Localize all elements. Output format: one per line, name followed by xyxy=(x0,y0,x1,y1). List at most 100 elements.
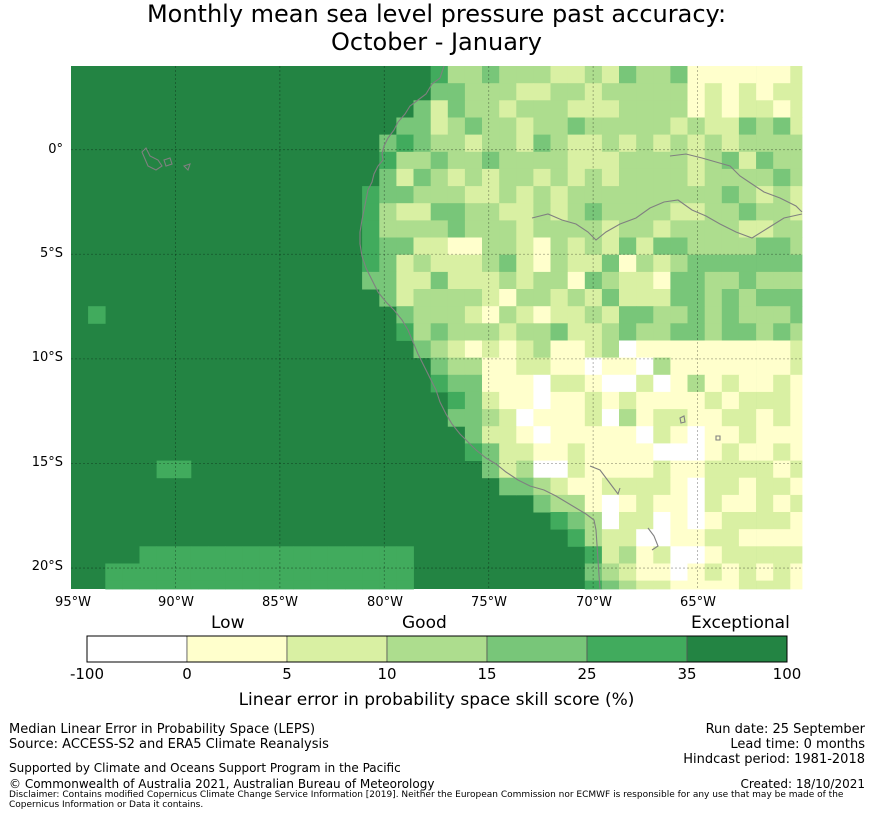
skill-cell xyxy=(773,512,791,530)
footer-method: Median Linear Error in Probability Space… xyxy=(9,722,316,737)
skill-cell xyxy=(704,220,723,238)
skill-cell xyxy=(704,168,723,187)
skill-cell xyxy=(687,477,705,496)
skill-cell xyxy=(310,563,329,582)
skill-cell xyxy=(738,151,757,170)
skill-cell xyxy=(396,289,414,307)
skill-cell xyxy=(601,340,620,359)
skill-cell xyxy=(122,580,140,590)
skill-cell xyxy=(601,494,620,513)
skill-cell xyxy=(636,306,654,324)
skill-cell xyxy=(601,289,620,307)
skill-cell xyxy=(653,580,671,590)
skill-cell xyxy=(687,426,705,444)
skill-cell xyxy=(396,134,414,153)
skill-cell xyxy=(619,529,637,547)
skill-cell xyxy=(601,323,620,341)
skill-cell xyxy=(773,254,791,273)
skill-cell xyxy=(499,168,517,187)
skill-cell xyxy=(482,374,500,393)
skill-cell xyxy=(653,203,671,221)
skill-cell xyxy=(464,289,483,307)
skill-cell xyxy=(499,100,517,118)
skill-cell xyxy=(584,306,603,324)
coastline-lake-titicaca xyxy=(589,465,621,496)
skill-cell xyxy=(619,289,637,307)
skill-cell xyxy=(670,580,688,590)
skill-cell xyxy=(721,443,740,461)
lat-label-10s: 10°S xyxy=(31,350,63,365)
skill-cell xyxy=(533,186,551,204)
skill-cell xyxy=(464,340,483,359)
skill-cell xyxy=(550,306,568,324)
skill-cell xyxy=(704,203,723,221)
skill-cell xyxy=(636,460,654,479)
skill-cell xyxy=(756,168,774,187)
skill-cell xyxy=(687,563,705,582)
skill-cell xyxy=(704,426,723,444)
lon-label-95w: 95°W xyxy=(55,595,91,610)
skill-cell xyxy=(516,186,534,204)
skill-cell xyxy=(670,512,688,530)
skill-cell xyxy=(721,323,740,341)
skill-cell xyxy=(636,529,654,547)
skill-cell xyxy=(704,391,723,410)
skill-cell xyxy=(567,477,586,496)
skill-cell xyxy=(619,100,637,118)
skill-cell xyxy=(601,151,620,170)
skill-cell xyxy=(516,117,534,136)
skill-cell xyxy=(636,409,654,427)
skill-cell xyxy=(550,477,568,496)
coastline-galapagos-santa-cruz xyxy=(163,157,173,167)
skill-cell xyxy=(276,580,294,590)
skill-cell xyxy=(362,237,380,256)
skill-cell xyxy=(601,134,620,153)
skill-cell xyxy=(379,580,397,590)
skill-cell xyxy=(533,271,551,290)
skill-cell xyxy=(379,237,397,256)
skill-cell xyxy=(293,546,312,564)
skill-cell xyxy=(533,443,551,461)
skill-cell xyxy=(499,66,517,84)
skill-cell xyxy=(533,374,551,393)
skill-cell xyxy=(464,117,483,136)
skill-cell xyxy=(396,546,414,564)
skill-cell xyxy=(619,220,637,238)
skill-cell xyxy=(790,563,803,582)
skill-cell xyxy=(687,151,705,170)
skill-cell xyxy=(464,323,483,341)
skill-cell xyxy=(310,580,329,590)
skill-cell xyxy=(584,391,603,410)
colorbar-tick: 35 xyxy=(677,665,697,683)
skill-cell xyxy=(670,100,688,118)
skill-cell xyxy=(601,203,620,221)
skill-cell xyxy=(790,512,803,530)
skill-cell xyxy=(567,323,586,341)
skill-cell xyxy=(790,151,803,170)
skill-cell xyxy=(516,168,534,187)
skill-cell xyxy=(447,168,466,187)
footer-support: Supported by Climate and Oceans Support … xyxy=(9,761,401,775)
skill-cell xyxy=(756,374,774,393)
skill-cell xyxy=(790,117,803,136)
skill-cell xyxy=(704,306,723,324)
skill-cell xyxy=(756,100,774,118)
coastline xyxy=(141,65,803,590)
skill-cell xyxy=(482,100,500,118)
skill-cell xyxy=(447,220,466,238)
skill-cell xyxy=(721,477,740,496)
skill-cell xyxy=(756,529,774,547)
skill-cell xyxy=(653,186,671,204)
colorbar xyxy=(86,635,788,663)
skill-cell xyxy=(259,580,277,590)
skill-cell xyxy=(636,151,654,170)
colorbar-tick: 5 xyxy=(282,665,292,683)
skill-cell xyxy=(413,271,431,290)
skill-cell xyxy=(738,271,757,290)
skill-cell xyxy=(670,529,688,547)
skill-cell xyxy=(190,580,209,590)
skill-cell xyxy=(756,460,774,479)
skill-cell xyxy=(499,237,517,256)
skill-cell xyxy=(790,426,803,444)
skill-cell xyxy=(653,426,671,444)
